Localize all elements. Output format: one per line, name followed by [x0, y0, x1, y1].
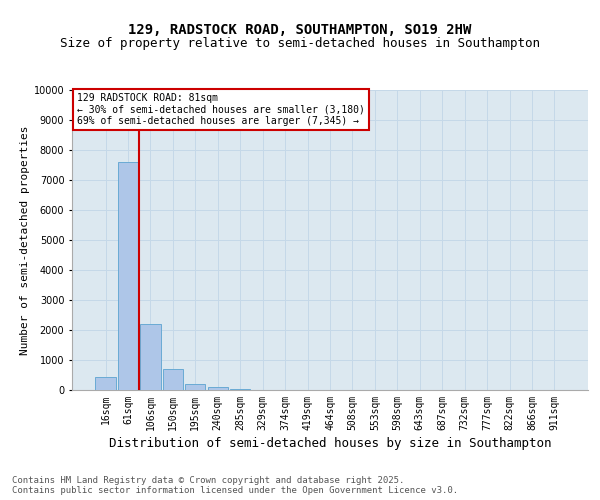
Text: 129, RADSTOCK ROAD, SOUTHAMPTON, SO19 2HW: 129, RADSTOCK ROAD, SOUTHAMPTON, SO19 2H…	[128, 22, 472, 36]
Text: 129 RADSTOCK ROAD: 81sqm
← 30% of semi-detached houses are smaller (3,180)
69% o: 129 RADSTOCK ROAD: 81sqm ← 30% of semi-d…	[77, 93, 365, 126]
Bar	[140, 324, 161, 390]
Bar	[185, 384, 205, 390]
Bar	[118, 162, 138, 390]
Bar	[95, 376, 116, 390]
Y-axis label: Number of semi-detached properties: Number of semi-detached properties	[20, 125, 29, 355]
Text: Size of property relative to semi-detached houses in Southampton: Size of property relative to semi-detach…	[60, 38, 540, 51]
Bar	[208, 387, 228, 390]
X-axis label: Distribution of semi-detached houses by size in Southampton: Distribution of semi-detached houses by …	[109, 437, 551, 450]
Bar	[163, 369, 183, 390]
Bar	[230, 389, 250, 390]
Text: Contains HM Land Registry data © Crown copyright and database right 2025.
Contai: Contains HM Land Registry data © Crown c…	[12, 476, 458, 495]
